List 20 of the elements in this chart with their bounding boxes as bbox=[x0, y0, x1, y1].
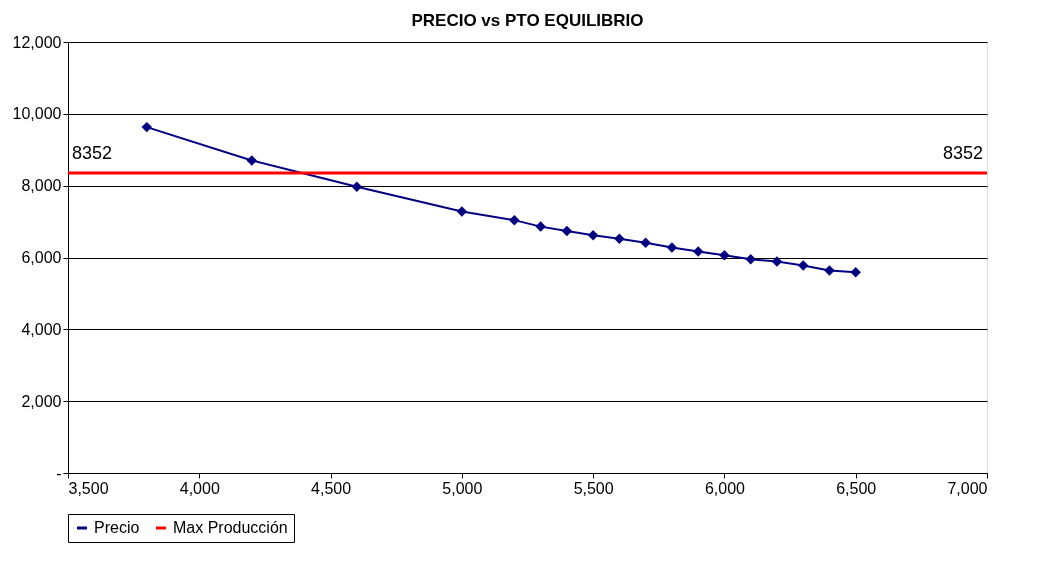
x-tick-label: 4,500 bbox=[311, 479, 352, 497]
y-tick-label: 12,000 bbox=[12, 33, 62, 51]
legend-label: Max Producción bbox=[173, 519, 288, 536]
y-tick-label: 8,000 bbox=[21, 177, 62, 195]
x-tick-label: 7,000 bbox=[947, 479, 988, 497]
x-tick-label: 6,000 bbox=[704, 479, 746, 497]
chart-title: PRECIO vs PTO EQUILIBRIO bbox=[411, 11, 644, 30]
legend-label: Precio bbox=[94, 519, 140, 536]
y-tick-label: 10,000 bbox=[12, 105, 62, 123]
x-tick-label: 5,000 bbox=[442, 479, 483, 497]
y-tick-label: 2,000 bbox=[21, 392, 62, 410]
data-label: 8352 bbox=[942, 143, 983, 164]
x-tick-label: 6,500 bbox=[836, 479, 877, 497]
y-tick-label: 6,000 bbox=[21, 249, 62, 266]
x-tick-label: 3,500 bbox=[68, 479, 109, 497]
y-tick-label: 4,000 bbox=[21, 320, 62, 338]
x-tick-label: 5,500 bbox=[573, 479, 614, 497]
data-label: 8352 bbox=[72, 143, 113, 164]
y-tick-label: - bbox=[56, 464, 62, 482]
x-tick-label: 4,000 bbox=[179, 479, 220, 497]
